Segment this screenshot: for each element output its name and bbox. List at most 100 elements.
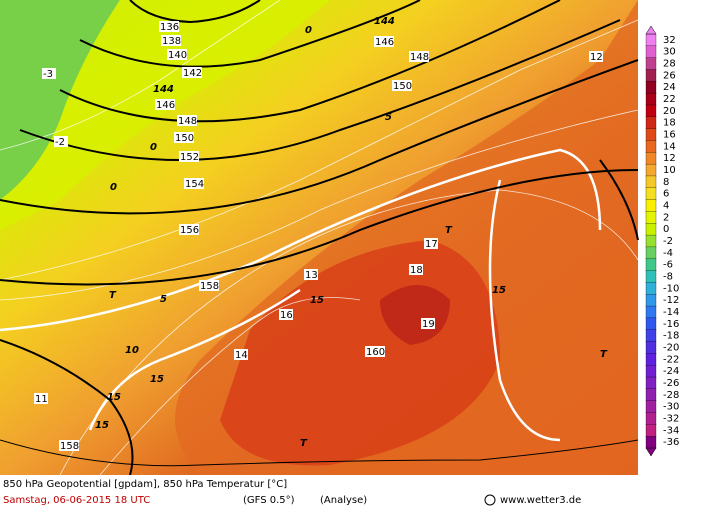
contour-label: -2	[55, 137, 65, 148]
contour-label: 16	[280, 310, 293, 321]
cold-region	[0, 0, 120, 200]
colorbar-swatch	[645, 294, 657, 307]
contour-label: 142	[183, 68, 202, 79]
contour-label: 144	[374, 16, 395, 27]
colorbar-label: -4	[663, 248, 673, 259]
colorbar-swatch	[645, 305, 657, 319]
footer	[0, 475, 704, 513]
contour-label: 144	[153, 84, 174, 95]
contour-label: 14	[235, 350, 248, 361]
contour-label: 0	[150, 142, 157, 153]
contour-label: 10	[125, 345, 139, 356]
cool-region	[0, 0, 330, 230]
colorbar-swatch	[645, 45, 657, 59]
contour-label: 0	[305, 25, 312, 36]
label-box	[365, 346, 385, 357]
contour-label: -3	[43, 69, 53, 80]
contour-label: 158	[60, 441, 79, 452]
contour-label: 138	[162, 36, 181, 47]
contour-label: 152	[180, 152, 199, 163]
colorbar: 32302826242220181614121086420-2-4-6-8-10…	[645, 25, 679, 457]
colorbar-label: 26	[663, 70, 676, 81]
isotherms	[0, 0, 638, 475]
colorbar-swatch	[645, 69, 657, 82]
contour-label: 150	[393, 81, 412, 92]
run: (Analyse)	[320, 495, 367, 506]
colorbar-swatch	[645, 424, 657, 437]
colorbar-label: -36	[663, 437, 679, 448]
bold-isotherms	[0, 148, 602, 442]
colorbar-swatch	[645, 152, 657, 165]
colorbar-swatch	[645, 341, 657, 355]
label-box	[155, 99, 175, 110]
label-box	[179, 151, 199, 162]
colorbar-swatch	[645, 57, 657, 71]
colorbar-label: -18	[663, 331, 679, 342]
map-date: Samstag, 06-06-2015 18 UTC	[3, 495, 150, 506]
contour-label: 160	[366, 347, 385, 358]
contour-label: 156	[180, 225, 199, 236]
label-box	[42, 68, 56, 79]
contour-label: 140	[168, 50, 187, 61]
label-box	[409, 264, 423, 275]
label-box	[589, 51, 603, 62]
map-area: 1361381401421441461481501521541561581581…	[0, 0, 639, 476]
contour-label: T	[445, 225, 453, 236]
colorbar-swatch	[645, 92, 657, 106]
label-box	[167, 49, 187, 60]
colorbar-swatch	[645, 140, 657, 153]
colorbar-swatch	[645, 187, 657, 201]
colorbar-label: -6	[663, 260, 673, 271]
colorbar-label: 22	[663, 94, 676, 105]
model: (GFS 0.5°)	[243, 495, 295, 506]
colorbar-swatch	[645, 353, 657, 366]
label-box	[34, 393, 48, 404]
colorbar-label: 8	[663, 177, 669, 188]
colorbar-label: 32	[663, 35, 676, 46]
contour-label: 18	[410, 265, 423, 276]
colorbar-label: -14	[663, 307, 679, 318]
label-box	[409, 51, 429, 62]
label-box	[182, 67, 202, 78]
contour-labels: 1361381401421441461481501521541561581581…	[34, 16, 608, 452]
contour-label: 154	[185, 179, 204, 190]
contour-label: 13	[305, 270, 318, 281]
contour-label: 150	[175, 133, 194, 144]
contour-label: 5	[385, 112, 392, 123]
contour-label: 15	[107, 392, 121, 403]
contour-label: 11	[35, 394, 48, 405]
contour-label: 15	[310, 295, 324, 306]
contour-label: 158	[200, 281, 219, 292]
colorbar-label: 6	[663, 189, 669, 200]
colorbar-label: -20	[663, 342, 679, 353]
label-box	[234, 349, 248, 360]
contour-label: 148	[178, 116, 197, 127]
contour-label: T	[109, 290, 117, 301]
colorbar-label: -2	[663, 236, 673, 247]
colorbar-swatch	[645, 163, 657, 177]
label-box	[421, 318, 435, 329]
contour-label: 15	[150, 374, 164, 385]
contour-label: 148	[410, 52, 429, 63]
colorbar-swatch	[645, 246, 657, 260]
colorbar-swatch	[645, 270, 657, 284]
colorbar-swatch	[645, 116, 657, 130]
contour-label: 12	[590, 52, 603, 63]
colorbar-swatch	[645, 412, 657, 425]
colorbar-label: 0	[663, 224, 669, 235]
colorbar-label: -8	[663, 271, 673, 282]
contour-label: 19	[422, 319, 435, 330]
colorbar-swatch	[645, 282, 657, 295]
colorbar-label: 12	[663, 153, 676, 164]
copyright-icon	[484, 494, 496, 506]
contour-label: 146	[156, 100, 175, 111]
colorbar-label: 10	[663, 165, 676, 176]
colorbar-swatch	[645, 329, 657, 343]
label-box	[179, 224, 199, 235]
colorbar-swatch	[645, 388, 657, 402]
colorbar-label: -28	[663, 390, 679, 401]
contour-label: 146	[375, 37, 394, 48]
contour-label: 17	[425, 239, 438, 250]
label-box	[184, 178, 204, 189]
